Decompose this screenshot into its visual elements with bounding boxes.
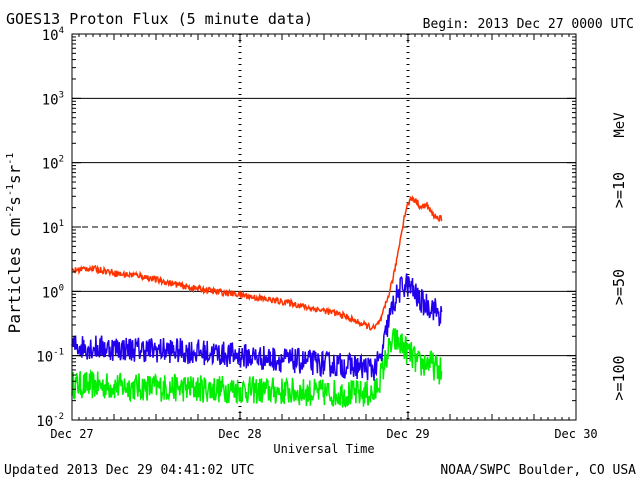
y-tick-exp: -1 xyxy=(53,348,64,358)
y-tick-label: 102 xyxy=(42,155,64,173)
y-tick-base: 10 xyxy=(42,92,59,108)
y-axis-label-base: Particles cm xyxy=(5,218,24,334)
y-tick-label: 103 xyxy=(42,90,64,108)
y-tick-exp: 1 xyxy=(59,219,64,229)
y-tick-label: 101 xyxy=(42,219,64,237)
begin-label: Begin: 2013 Dec 27 0000 UTC xyxy=(423,17,634,32)
y-axis-label-exp3: -1 xyxy=(5,153,16,165)
y-tick-label: 100 xyxy=(42,283,64,301)
x-tick-label: Dec 29 xyxy=(386,427,429,441)
y-tick-exp: -2 xyxy=(53,412,64,422)
y-axis-label-mid1: s xyxy=(5,196,24,206)
y-tick-base: 10 xyxy=(42,157,59,173)
y-axis-label-exp2: -1 xyxy=(5,184,16,196)
source-credit: NOAA/SWPC Boulder, CO USA xyxy=(440,463,636,478)
y-tick-exp: 4 xyxy=(59,26,64,36)
chart-title: GOES13 Proton Flux (5 minute data) xyxy=(6,10,313,28)
series-layer xyxy=(71,194,443,409)
x-tick-label: Dec 28 xyxy=(218,427,261,441)
y-axis-label-exp1: -2 xyxy=(5,206,16,218)
gridlines xyxy=(72,97,576,357)
y-tick-exp: 3 xyxy=(59,90,64,100)
y-tick-base: 10 xyxy=(36,414,53,430)
series-line-1 xyxy=(71,273,443,381)
y-tick-base: 10 xyxy=(42,221,59,237)
axis-ticks xyxy=(71,33,577,421)
x-tick-label: Dec 27 xyxy=(50,427,93,441)
y-tick-label: 10-1 xyxy=(36,348,64,366)
x-axis-label: Universal Time xyxy=(273,442,374,456)
y-axis-label: Particles cm-2s-1sr-1 xyxy=(5,153,24,334)
legend-ge100: >=100 xyxy=(610,355,628,400)
y-tick-base: 10 xyxy=(42,285,59,301)
y-tick-exp: 2 xyxy=(59,155,64,165)
day-ticks xyxy=(238,34,410,420)
y-tick-label: 104 xyxy=(42,26,64,44)
series-line-0 xyxy=(71,194,443,331)
legend-ge10: >=10 xyxy=(610,172,628,208)
y-axis-label-mid2: sr xyxy=(5,164,24,184)
y-tick-base: 10 xyxy=(36,350,53,366)
y-tick-base: 10 xyxy=(42,28,59,44)
legend-ge50: >=50 xyxy=(610,269,628,305)
legend-mev: MeV xyxy=(612,112,628,138)
energy-legend: >=10 MeV >=50 >=100 xyxy=(610,112,628,401)
updated-timestamp: Updated 2013 Dec 29 04:41:02 UTC xyxy=(4,463,254,478)
x-tick-labels: Dec 27 Dec 28 Dec 29 Dec 30 xyxy=(50,427,597,441)
x-tick-label: Dec 30 xyxy=(554,427,597,441)
y-tick-label: 10-2 xyxy=(36,412,64,430)
series-line-2 xyxy=(71,328,443,409)
y-tick-exp: 0 xyxy=(59,283,64,293)
